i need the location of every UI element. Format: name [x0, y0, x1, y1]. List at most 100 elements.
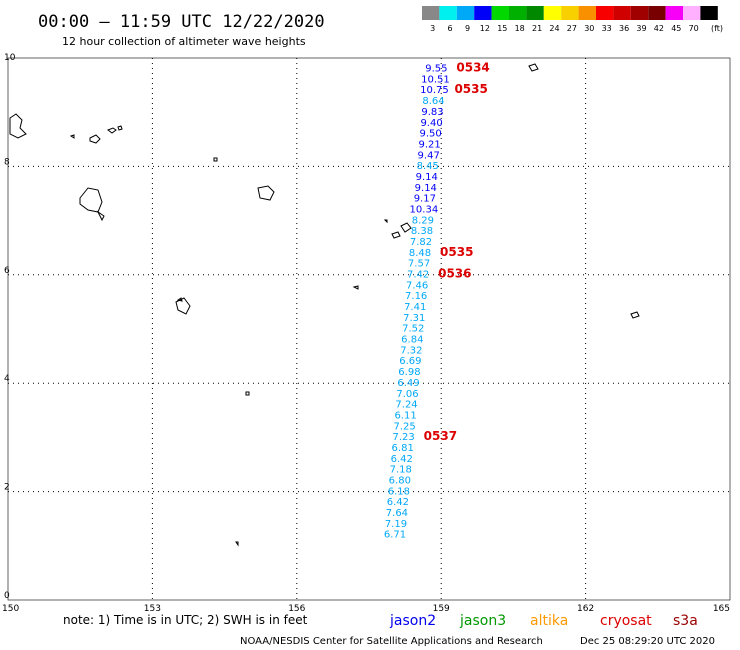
- island-outline: [400, 222, 412, 233]
- x-tick-label: 153: [144, 604, 161, 614]
- swh-value: 9.47: [418, 150, 440, 161]
- satellite-label: cryosat: [600, 613, 652, 629]
- satellite-label: jason3: [459, 613, 506, 629]
- legend-swatch: [613, 6, 631, 20]
- swh-value: 7.31: [403, 313, 425, 324]
- swh-value: 8.45: [417, 161, 439, 172]
- island-outline: [391, 231, 401, 239]
- swh-value: 9.40: [420, 118, 442, 129]
- axis-ticks: 150 153 156 159 162 165 0 2 4 6 8 10: [2, 53, 730, 614]
- x-tick-label: 150: [2, 604, 19, 614]
- legend-label: 3: [430, 24, 435, 33]
- island-outline: [352, 285, 359, 290]
- island-outline: [245, 391, 250, 396]
- island-outline: [175, 297, 191, 315]
- legend-swatch: [439, 6, 457, 20]
- swh-value: 10.51: [421, 74, 450, 85]
- swh-value: 6.98: [398, 367, 420, 378]
- swh-value: 8.38: [411, 226, 433, 237]
- island-outline: [383, 219, 388, 224]
- time-label: 0534: [456, 61, 489, 75]
- island-outline: [213, 157, 218, 162]
- legend-swatch: [561, 6, 579, 20]
- island-outline: [630, 311, 640, 319]
- swh-value: 7.64: [386, 508, 408, 519]
- legend-swatch: [422, 6, 440, 20]
- satellite-label: altika: [530, 613, 568, 629]
- swh-value: 7.06: [396, 389, 418, 400]
- legend-label: 45: [671, 24, 681, 33]
- swh-value: 7.41: [404, 302, 426, 313]
- swh-value: 6.71: [384, 530, 406, 541]
- legend-swatch: [491, 6, 509, 20]
- satellite-key: jason2 jason3 altika cryosat s3a: [389, 613, 698, 629]
- legend-label: 27: [567, 24, 577, 33]
- legend-label: 42: [654, 24, 664, 33]
- island-outline: [176, 297, 183, 302]
- y-tick-label: 10: [4, 53, 16, 63]
- swh-value: 6.69: [399, 356, 421, 367]
- generated-timestamp: Dec 25 08:29:20 UTC 2020: [580, 636, 715, 647]
- swh-value: 7.19: [385, 519, 407, 530]
- swh-value: 9.21: [419, 139, 441, 150]
- legend-label: 36: [619, 24, 629, 33]
- swh-value: 9.83: [421, 107, 443, 118]
- swh-value: 7.23: [393, 432, 415, 443]
- legend-label: 33: [602, 24, 612, 33]
- y-tick-label: 4: [4, 374, 10, 384]
- chart-subtitle: 12 hour collection of altimeter wave hei…: [62, 35, 306, 48]
- legend-label: 18: [515, 24, 525, 33]
- swh-value: 7.16: [405, 291, 427, 302]
- swh-value: 8.64: [422, 96, 444, 107]
- swh-value: 10.34: [410, 204, 439, 215]
- x-tick-label: 156: [288, 604, 305, 614]
- swh-value: 7.57: [408, 259, 430, 270]
- time-label: 0537: [424, 429, 457, 443]
- swh-value: 6.49: [397, 378, 419, 389]
- swh-value: 7.18: [390, 465, 412, 476]
- time-label: 0536: [438, 267, 471, 281]
- swh-value: 6.84: [401, 335, 423, 346]
- swh-value: 7.32: [400, 345, 422, 356]
- swh-value: 7.24: [395, 400, 417, 411]
- swh-value: 8.48: [409, 248, 431, 259]
- swh-value: 8.29: [412, 215, 434, 226]
- island-outline: [79, 187, 103, 213]
- swh-value: 6.80: [389, 475, 411, 486]
- legend-label: 70: [689, 24, 699, 33]
- island-outline: [9, 113, 27, 139]
- chart-note: note: 1) Time is in UTC; 2) SWH is in fe…: [63, 613, 308, 627]
- x-tick-label: 162: [577, 604, 594, 614]
- jason2-track: 9.5510.5110.758.649.839.409.509.219.478.…: [384, 61, 490, 541]
- island-outline: [96, 210, 105, 222]
- island-outline: [257, 185, 275, 201]
- y-tick-label: 0: [4, 591, 10, 601]
- chart-title: 00:00 – 11:59 UTC 12/22/2020: [38, 12, 325, 32]
- time-label: 0535: [454, 82, 487, 96]
- swh-value: 6.42: [391, 454, 413, 465]
- land-outlines: [9, 63, 640, 547]
- x-tick-label: 159: [433, 604, 450, 614]
- swh-value: 9.55: [425, 64, 447, 75]
- legend-swatch: [526, 6, 544, 20]
- swh-value: 7.46: [406, 280, 428, 291]
- legend-label: 24: [549, 24, 559, 33]
- legend-label: 21: [532, 24, 542, 33]
- legend-label: 39: [636, 24, 646, 33]
- legend-swatch: [700, 6, 718, 20]
- island-outline: [528, 63, 539, 72]
- time-label: 0535: [440, 245, 473, 259]
- island-outline: [117, 125, 123, 131]
- swh-value: 7.25: [393, 421, 415, 432]
- source-credit: NOAA/NESDIS Center for Satellite Applica…: [240, 636, 543, 647]
- legend-swatch: [456, 6, 475, 20]
- swh-value: 9.17: [414, 194, 436, 205]
- satellite-label: jason2: [389, 613, 436, 629]
- island-outline: [69, 134, 75, 139]
- legend-unit: (ft): [711, 24, 723, 33]
- y-tick-label: 2: [4, 483, 10, 493]
- legend-label: 9: [465, 24, 470, 33]
- legend-swatch: [665, 6, 683, 20]
- swh-value: 6.81: [392, 443, 414, 454]
